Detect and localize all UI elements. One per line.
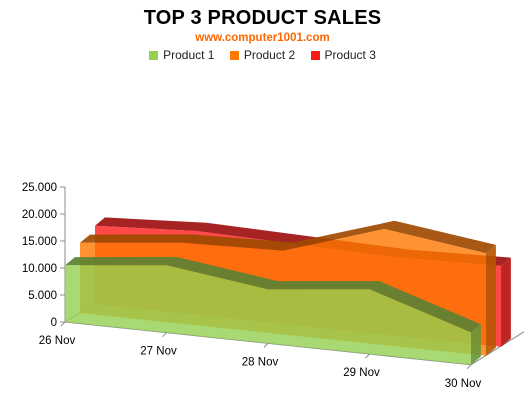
chart-subtitle: www.computer1001.com xyxy=(195,32,330,44)
area-top-1 xyxy=(65,256,481,333)
legend: Product 1 Product 2 Product 3 xyxy=(0,48,525,62)
legend-label-product-3: Product 3 xyxy=(324,48,376,62)
legend-swatch-product-1 xyxy=(149,51,159,60)
chart-title: TOP 3 PRODUCT SALES xyxy=(143,7,382,29)
x-tick-label: 26 Nov xyxy=(39,335,76,347)
area-end-cap-2 xyxy=(486,244,496,356)
x-tick-label: 27 Nov xyxy=(140,346,177,358)
area-top-2 xyxy=(80,220,496,254)
x-tick-label: 29 Nov xyxy=(343,367,380,379)
area-face-1 xyxy=(65,265,471,365)
x-tick-mark xyxy=(365,353,370,359)
legend-label-product-1: Product 1 xyxy=(163,48,215,62)
floor-right-edge xyxy=(470,331,525,366)
y-tick-label: 20.000 xyxy=(22,209,57,221)
legend-item-product-2: Product 2 xyxy=(229,48,296,62)
y-tick-label: 5.000 xyxy=(28,290,57,302)
x-tick-mark xyxy=(466,364,472,370)
x-tick-label: 28 Nov xyxy=(242,356,279,368)
legend-item-product-3: Product 3 xyxy=(310,48,376,62)
x-tick-label: 30 Nov xyxy=(445,378,482,390)
x-tick-mark xyxy=(263,343,269,348)
x-tick-mark xyxy=(60,321,66,327)
y-tick-label: 25.000 xyxy=(22,182,57,194)
y-tick-label: 15.000 xyxy=(22,236,57,248)
y-tick-label: 10.000 xyxy=(22,263,57,275)
area-end-cap-3 xyxy=(501,257,511,347)
y-tick-label: 0 xyxy=(51,317,57,329)
legend-label-product-2: Product 2 xyxy=(243,48,296,62)
area-end-cap-1 xyxy=(471,324,481,365)
legend-swatch-product-3 xyxy=(310,51,320,60)
x-tick-mark xyxy=(162,332,167,338)
legend-swatch-product-2 xyxy=(229,51,239,60)
legend-item-product-1: Product 1 xyxy=(149,48,214,62)
